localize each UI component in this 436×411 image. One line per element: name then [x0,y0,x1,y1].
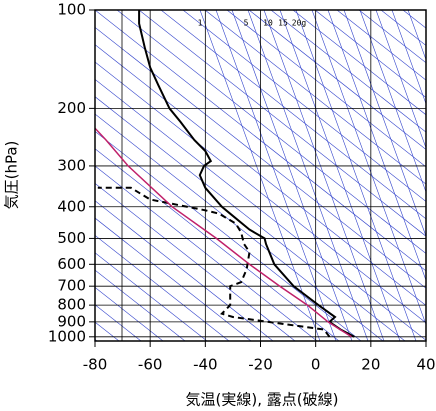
mixing-ratio-label: 1 [198,19,203,28]
plot-frame [94,9,427,342]
adiabat-line [95,269,186,341]
adiabat-line [182,10,426,202]
mixing-ratio-line [263,10,385,341]
adiabat-line [95,217,252,341]
series-group [95,10,355,338]
x-tick-label: 20 [361,356,380,374]
mixing-ratio-line [327,10,426,282]
adiabat-line [95,10,426,272]
y-tick-label: 1000 [48,327,86,345]
y-tick-label: 400 [57,197,86,215]
adiabat-line [314,10,426,98]
adiabat-line [292,10,426,116]
adiabat-line [336,10,426,81]
adiabat-line [248,10,426,150]
mixing-ratio-line [391,10,426,105]
profile-line [97,186,331,338]
mixing-ratio-line [359,10,426,193]
mixing-ratio-label: 10 [263,19,273,28]
x-tick-label: -20 [248,356,273,374]
adiabat-line [95,130,362,341]
y-tick-label: 200 [57,99,86,117]
x-tick-label: -60 [138,356,163,374]
y-tick-label: 700 [57,277,86,295]
y-tick-label: 500 [57,229,86,247]
adiabat-line [138,10,426,237]
mixing-ratio-label: 20g [292,19,307,28]
adiabat-line [204,10,426,185]
y-tick-label: 800 [57,296,86,314]
x-tick-label: -80 [83,356,108,374]
adiabat-line [226,10,426,168]
profile-line [95,127,352,338]
x-tick-label: 40 [416,356,435,374]
y-tick-label: 100 [57,1,86,19]
x-axis-label: 気温(実線), 露点(破線) [186,391,339,409]
x-tick-label: 0 [311,356,321,374]
x-tick-label: -40 [193,356,218,374]
y-tick-label: 300 [57,156,86,174]
adiabat-line [95,26,426,289]
mixing-ratio-label: 5 [244,19,249,28]
mixing-ratio-line [343,10,426,238]
profile-line [138,10,355,338]
adiabat-line [95,252,208,341]
adiabat-line [270,10,426,133]
y-tick-label: 600 [57,255,86,273]
mixing-ratio-label: 15 [278,19,288,28]
mixing-ratio-line [311,10,426,326]
mixing-ratio-line [375,10,426,149]
adiabat-line [116,10,426,254]
y-tick-label: 900 [57,312,86,330]
y-axis-label: 気圧(hPa) [3,141,21,210]
adiabat-line [95,61,426,324]
adiabat-line [95,165,318,341]
adiabat-line [380,10,426,46]
mixing-ratio-line [247,10,369,341]
